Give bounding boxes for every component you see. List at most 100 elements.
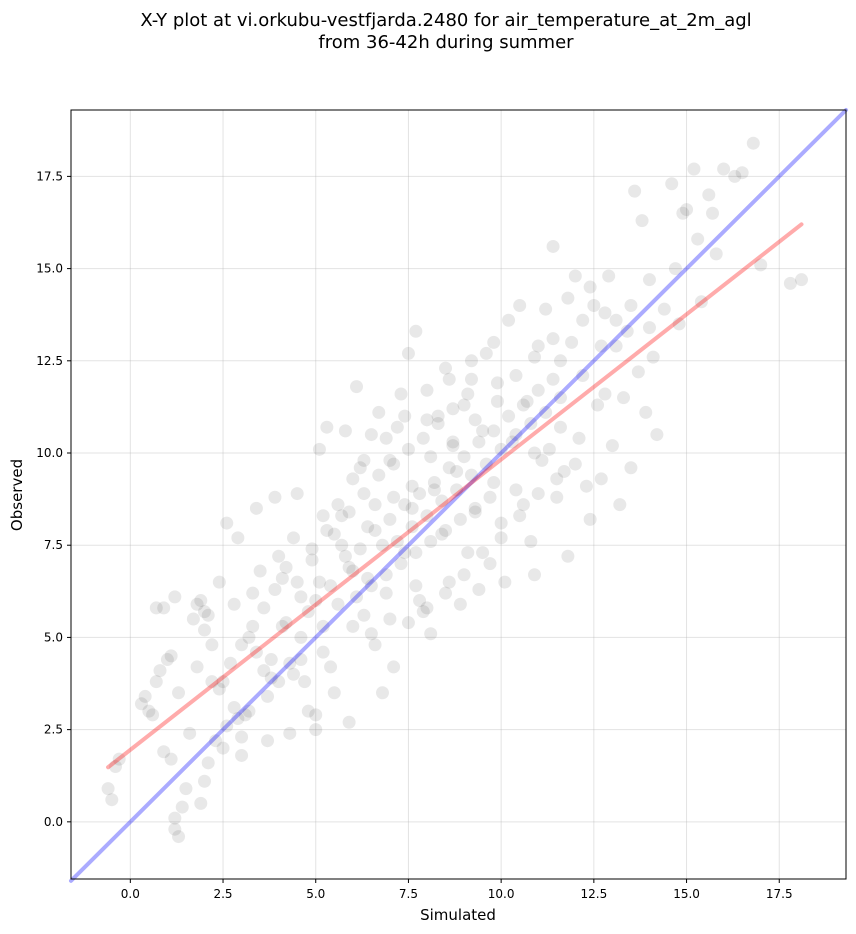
data-point [483,490,497,504]
data-point [350,590,364,604]
data-point [657,302,671,316]
data-point [164,752,178,766]
data-point [572,431,586,445]
data-point [461,387,475,401]
data-point [353,461,367,475]
one-to-one-line [69,108,848,883]
data-point [346,619,360,633]
data-point [420,413,434,427]
data-point [476,546,490,560]
data-point [257,601,271,615]
data-point [542,442,556,456]
data-point [457,450,471,464]
data-point [546,372,560,386]
data-point [235,748,249,762]
data-point [487,424,501,438]
data-point [153,664,167,678]
data-point [502,409,516,423]
data-point [172,686,186,700]
data-point [335,538,349,552]
data-point [242,704,256,718]
data-point [528,446,542,460]
data-point [264,653,278,667]
data-point [316,619,330,633]
data-point [286,531,300,545]
data-point [546,332,560,346]
data-point [694,295,708,309]
data-point [416,431,430,445]
data-point [446,435,460,449]
data-point [528,568,542,582]
data-point [746,136,760,150]
data-point [435,494,449,508]
data-point [197,623,211,637]
data-point [368,638,382,652]
data-point [524,535,538,549]
data-point [594,339,608,353]
data-point [709,247,723,261]
data-point [294,630,308,644]
data-point [672,317,686,331]
data-point [439,361,453,375]
data-point [327,527,341,541]
data-point [605,439,619,453]
data-point [383,612,397,626]
data-point [223,656,237,670]
data-point [231,712,245,726]
data-point [398,409,412,423]
data-point [205,675,219,689]
data-point [439,523,453,537]
data-point [490,394,504,408]
data-point [335,509,349,523]
data-point [476,424,490,438]
data-point [550,490,564,504]
data-point [401,616,415,630]
data-point [468,501,482,515]
data-point [383,512,397,526]
data-point [783,276,797,290]
data-point [342,715,356,729]
data-point [261,689,275,703]
data-point [309,723,323,737]
data-point [249,501,263,515]
data-point [546,239,560,253]
data-point [312,442,326,456]
data-point [205,638,219,652]
data-point [364,627,378,641]
x-tick-label: 12.5 [580,887,607,901]
data-point [220,516,234,530]
data-point [149,601,163,615]
data-point [598,387,612,401]
data-point [227,597,241,611]
data-point [416,605,430,619]
data-point [368,498,382,512]
data-point [305,553,319,567]
data-point [257,664,271,678]
data-point [372,405,386,419]
data-point [398,546,412,560]
data-point [272,675,286,689]
x-axis-label: Simulated [420,906,496,924]
data-point [212,682,226,696]
data-point [550,472,564,486]
data-point [405,479,419,493]
data-point [487,335,501,349]
data-point [364,428,378,442]
data-point [346,472,360,486]
data-point [235,638,249,652]
data-point [583,280,597,294]
data-point [453,512,467,526]
data-points [101,136,809,844]
data-point [472,582,486,596]
data-point [457,568,471,582]
data-point [609,339,623,353]
data-point [350,380,364,394]
data-point [591,398,605,412]
data-point [442,461,456,475]
data-point [327,686,341,700]
data-point [461,546,475,560]
data-point [316,509,330,523]
data-point [635,214,649,228]
x-tick-label: 15.0 [673,887,700,901]
